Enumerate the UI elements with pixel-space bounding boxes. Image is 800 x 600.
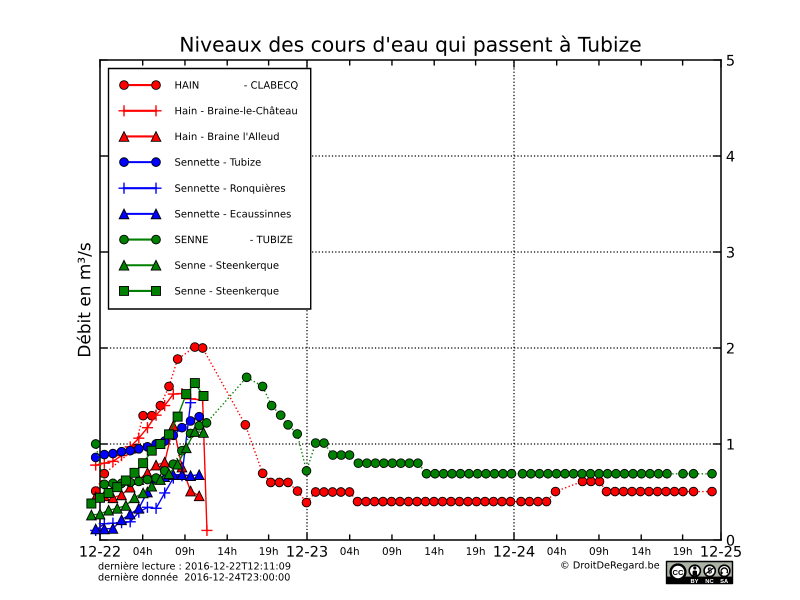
svg-text:CC: CC bbox=[673, 568, 684, 577]
svg-text:NC: NC bbox=[705, 579, 714, 585]
svg-text:SA: SA bbox=[720, 579, 729, 585]
svg-text:BY: BY bbox=[690, 579, 698, 585]
